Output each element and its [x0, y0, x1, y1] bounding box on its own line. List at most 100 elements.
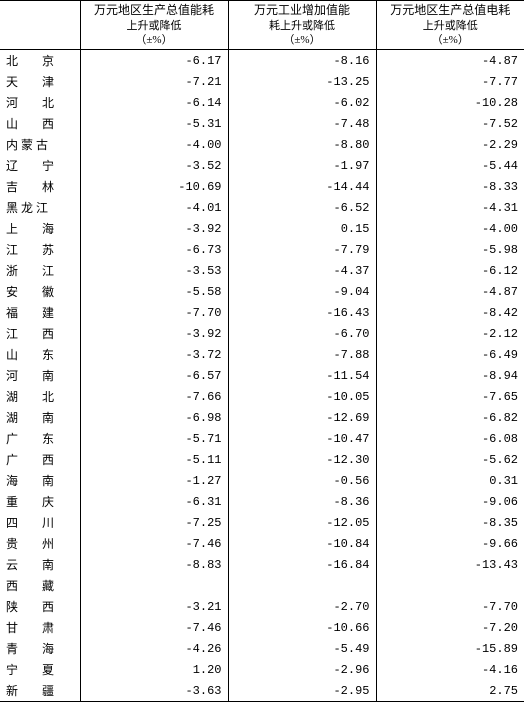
table-row: 黑 龙 江-4.01-6.52-4.31 — [0, 197, 524, 218]
row-value: -4.00 — [80, 134, 228, 155]
row-value: -10.28 — [376, 92, 524, 113]
table-row: 湖 北-7.66-10.05-7.65 — [0, 386, 524, 407]
row-value: -6.49 — [376, 344, 524, 365]
table-row: 湖 南-6.98-12.69-6.82 — [0, 407, 524, 428]
table-row: 吉 林-10.69-14.44-8.33 — [0, 176, 524, 197]
table-row: 云 南-8.83-16.84-13.43 — [0, 554, 524, 575]
row-value: -8.33 — [376, 176, 524, 197]
row-value: -12.30 — [228, 449, 376, 470]
row-value: -13.43 — [376, 554, 524, 575]
energy-consumption-table: 万元地区生产总值能耗 上升或降低 （±%） 万元工业增加值能 耗上升或降低 （±… — [0, 0, 524, 702]
row-value: -10.47 — [228, 428, 376, 449]
row-value: -6.02 — [228, 92, 376, 113]
row-value: -5.31 — [80, 113, 228, 134]
row-value: -6.70 — [228, 323, 376, 344]
row-value: -2.96 — [228, 659, 376, 680]
table-row: 山 西-5.31-7.48-7.52 — [0, 113, 524, 134]
row-value: -12.69 — [228, 407, 376, 428]
row-value: -9.06 — [376, 491, 524, 512]
data-table-container: 万元地区生产总值能耗 上升或降低 （±%） 万元工业增加值能 耗上升或降低 （±… — [0, 0, 524, 702]
header-col3-l2: 上升或降低 — [383, 19, 519, 33]
row-label: 山 东 — [0, 344, 80, 365]
row-value: -7.46 — [80, 617, 228, 638]
row-value: -16.84 — [228, 554, 376, 575]
table-row: 宁 夏1.20-2.96-4.16 — [0, 659, 524, 680]
table-row: 江 苏-6.73-7.79-5.98 — [0, 239, 524, 260]
row-value: -3.92 — [80, 218, 228, 239]
row-label: 贵 州 — [0, 533, 80, 554]
row-value: -10.66 — [228, 617, 376, 638]
table-row: 海 南-1.27-0.560.31 — [0, 470, 524, 491]
row-value — [80, 575, 228, 596]
row-value — [376, 575, 524, 596]
header-col2-l1: 万元工业增加值能 — [254, 3, 350, 17]
row-label: 宁 夏 — [0, 659, 80, 680]
header-col3: 万元地区生产总值电耗 上升或降低 （±%） — [376, 1, 524, 50]
row-value: -1.97 — [228, 155, 376, 176]
row-value: -6.98 — [80, 407, 228, 428]
row-value: -5.11 — [80, 449, 228, 470]
header-region — [0, 1, 80, 50]
row-label: 四 川 — [0, 512, 80, 533]
row-value: -8.80 — [228, 134, 376, 155]
row-value: -5.62 — [376, 449, 524, 470]
row-value: -6.52 — [228, 197, 376, 218]
row-value: -0.56 — [228, 470, 376, 491]
row-value: -6.31 — [80, 491, 228, 512]
row-value: -1.27 — [80, 470, 228, 491]
row-value: -7.20 — [376, 617, 524, 638]
row-value: -6.12 — [376, 260, 524, 281]
row-label: 内 蒙 古 — [0, 134, 80, 155]
row-value: -8.83 — [80, 554, 228, 575]
row-label: 山 西 — [0, 113, 80, 134]
row-label: 西 藏 — [0, 575, 80, 596]
header-col2: 万元工业增加值能 耗上升或降低 （±%） — [228, 1, 376, 50]
row-value: -6.82 — [376, 407, 524, 428]
row-label: 江 苏 — [0, 239, 80, 260]
table-row: 广 西-5.11-12.30-5.62 — [0, 449, 524, 470]
table-header-row: 万元地区生产总值能耗 上升或降低 （±%） 万元工业增加值能 耗上升或降低 （±… — [0, 1, 524, 50]
row-value: -4.26 — [80, 638, 228, 659]
row-label: 甘 肃 — [0, 617, 80, 638]
table-row: 天 津-7.21-13.25-7.77 — [0, 71, 524, 92]
header-col1-l2: 上升或降低 — [87, 19, 222, 33]
table-row: 新 疆-3.63-2.952.75 — [0, 680, 524, 702]
row-value: -3.21 — [80, 596, 228, 617]
row-label: 黑 龙 江 — [0, 197, 80, 218]
row-label: 河 南 — [0, 365, 80, 386]
row-value: -4.31 — [376, 197, 524, 218]
row-value: -5.49 — [228, 638, 376, 659]
table-row: 福 建-7.70-16.43-8.42 — [0, 302, 524, 323]
row-value: -10.05 — [228, 386, 376, 407]
row-label: 海 南 — [0, 470, 80, 491]
row-value: -5.58 — [80, 281, 228, 302]
row-value: -6.17 — [80, 50, 228, 72]
header-col2-l2: 耗上升或降低 — [235, 19, 370, 33]
row-value: -4.01 — [80, 197, 228, 218]
row-value: -15.89 — [376, 638, 524, 659]
row-value: -3.72 — [80, 344, 228, 365]
header-col3-unit: （±%） — [383, 33, 519, 47]
row-label: 河 北 — [0, 92, 80, 113]
row-value: -7.21 — [80, 71, 228, 92]
row-label: 广 东 — [0, 428, 80, 449]
table-row: 四 川-7.25-12.05-8.35 — [0, 512, 524, 533]
row-label: 广 西 — [0, 449, 80, 470]
row-value: -8.94 — [376, 365, 524, 386]
row-value: -7.48 — [228, 113, 376, 134]
row-value: -6.57 — [80, 365, 228, 386]
row-value: -2.70 — [228, 596, 376, 617]
row-value: -6.73 — [80, 239, 228, 260]
row-label: 福 建 — [0, 302, 80, 323]
table-row: 浙 江-3.53-4.37-6.12 — [0, 260, 524, 281]
row-value: -7.25 — [80, 512, 228, 533]
row-value: -7.88 — [228, 344, 376, 365]
header-col1: 万元地区生产总值能耗 上升或降低 （±%） — [80, 1, 228, 50]
row-label: 上 海 — [0, 218, 80, 239]
row-value: -7.70 — [80, 302, 228, 323]
row-value: 1.20 — [80, 659, 228, 680]
row-label: 重 庆 — [0, 491, 80, 512]
row-value: -3.92 — [80, 323, 228, 344]
row-value: -8.36 — [228, 491, 376, 512]
table-row: 青 海-4.26-5.49-15.89 — [0, 638, 524, 659]
